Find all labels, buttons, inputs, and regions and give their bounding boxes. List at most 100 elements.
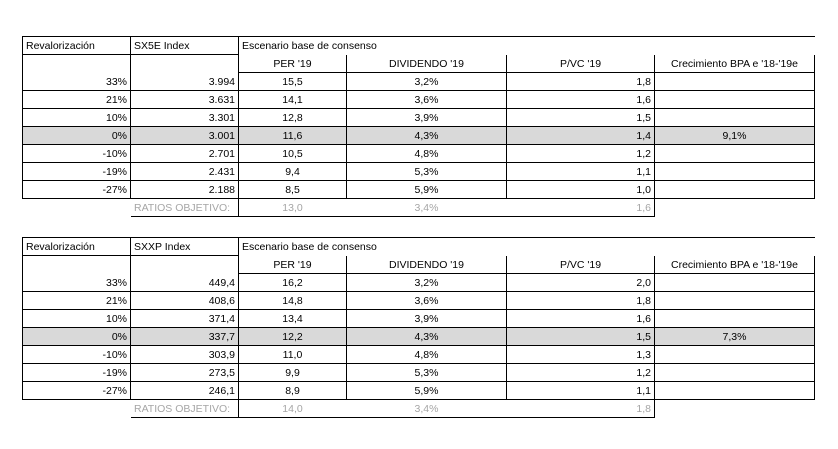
cell-growth xyxy=(654,273,815,292)
ratios-dividend: 3,4% xyxy=(346,399,507,418)
cell-index: 246,1 xyxy=(130,381,239,400)
cell-index: 3.994 xyxy=(130,72,239,91)
cell-index: 273,5 xyxy=(130,363,239,382)
cell-dividend: 5,3% xyxy=(346,363,507,382)
cell-index: 3.001 xyxy=(130,126,239,145)
cell-pvc: 1,8 xyxy=(506,291,655,310)
header-index: SXXP Index xyxy=(130,237,239,256)
table-row: 10% 3.301 12,8 3,9% 1,5 xyxy=(22,108,815,127)
cell-index: 449,4 xyxy=(130,273,239,292)
cell-dividend: 3,6% xyxy=(346,291,507,310)
cell-index: 408,6 xyxy=(130,291,239,310)
cell-growth: 7,3% xyxy=(654,327,815,346)
table-row: -10% 303,9 11,0 4,8% 1,3 xyxy=(22,345,815,364)
cell-revalorizacion: -27% xyxy=(22,180,131,199)
table-row: 0% 337,7 12,2 4,3% 1,5 7,3% xyxy=(22,327,815,346)
cell-index: 303,9 xyxy=(130,345,239,364)
cell-revalorizacion: 33% xyxy=(22,72,131,91)
header-empty xyxy=(654,237,815,256)
cell-growth xyxy=(654,345,815,364)
table-row: 0% 3.001 11,6 4,3% 1,4 9,1% xyxy=(22,126,815,145)
cell-dividend: 3,6% xyxy=(346,90,507,109)
cell-index: 3.301 xyxy=(130,108,239,127)
cell-per: 9,9 xyxy=(238,363,347,382)
cell-pvc: 1,3 xyxy=(506,345,655,364)
header-revalorizacion: Revalorización xyxy=(22,237,131,256)
ratios-empty xyxy=(23,199,131,217)
cell-pvc: 1,8 xyxy=(506,72,655,91)
header-per: PER '19 xyxy=(238,255,347,274)
cell-dividend: 3,9% xyxy=(346,108,507,127)
header-pvc: P/VC '19 xyxy=(506,54,655,73)
cell-pvc: 1,4 xyxy=(506,126,655,145)
ratios-pvc: 1,8 xyxy=(506,399,655,418)
cell-per: 11,0 xyxy=(238,345,347,364)
valuation-table-sx5e: Revalorización SX5E Index Escenario base… xyxy=(22,36,815,217)
cell-pvc: 1,5 xyxy=(506,327,655,346)
cell-dividend: 4,8% xyxy=(346,345,507,364)
cell-dividend: 5,3% xyxy=(346,162,507,181)
ratios-row: RATIOS OBJETIVO: 14,0 3,4% 1,8 xyxy=(23,399,815,418)
table-row: -19% 273,5 9,9 5,3% 1,2 xyxy=(22,363,815,382)
cell-index: 371,4 xyxy=(130,309,239,328)
cell-revalorizacion: 21% xyxy=(22,291,131,310)
cell-revalorizacion: -19% xyxy=(22,162,131,181)
cell-revalorizacion: 33% xyxy=(22,273,131,292)
cell-per: 12,2 xyxy=(238,327,347,346)
cell-dividend: 5,9% xyxy=(346,381,507,400)
cell-per: 9,4 xyxy=(238,162,347,181)
ratios-label: RATIOS OBJETIVO: xyxy=(130,198,239,217)
table-row: 10% 371,4 13,4 3,9% 1,6 xyxy=(22,309,815,328)
table-row: 21% 3.631 14,1 3,6% 1,6 xyxy=(22,90,815,109)
cell-index: 2.701 xyxy=(130,144,239,163)
cell-revalorizacion: -19% xyxy=(22,363,131,382)
cell-revalorizacion: 10% xyxy=(22,108,131,127)
header-row-sub: PER '19 DIVIDENDO '19 P/VC '19 Crecimien… xyxy=(22,54,815,73)
cell-pvc: 1,6 xyxy=(506,309,655,328)
header-pvc: P/VC '19 xyxy=(506,255,655,274)
header-revalorizacion: Revalorización xyxy=(22,36,131,55)
cell-per: 8,5 xyxy=(238,180,347,199)
cell-pvc: 1,1 xyxy=(506,381,655,400)
ratios-per: 13,0 xyxy=(238,198,347,217)
cell-revalorizacion: -27% xyxy=(22,381,131,400)
header-scenario: Escenario base de consenso xyxy=(238,237,655,256)
valuation-table-sxxp: Revalorización SXXP Index Escenario base… xyxy=(22,237,815,418)
cell-index: 3.631 xyxy=(130,90,239,109)
cell-revalorizacion: 21% xyxy=(22,90,131,109)
cell-growth: 9,1% xyxy=(654,126,815,145)
header-per: PER '19 xyxy=(238,54,347,73)
table-row: 21% 408,6 14,8 3,6% 1,8 xyxy=(22,291,815,310)
table-row: -10% 2.701 10,5 4,8% 1,2 xyxy=(22,144,815,163)
header-dividend: DIVIDENDO '19 xyxy=(346,54,507,73)
cell-revalorizacion: -10% xyxy=(22,144,131,163)
cell-dividend: 5,9% xyxy=(346,180,507,199)
cell-growth xyxy=(654,72,815,91)
header-row-sub: PER '19 DIVIDENDO '19 P/VC '19 Crecimien… xyxy=(22,255,815,274)
cell-dividend: 3,2% xyxy=(346,273,507,292)
cell-per: 14,8 xyxy=(238,291,347,310)
ratios-label: RATIOS OBJETIVO: xyxy=(130,399,239,418)
cell-pvc: 1,6 xyxy=(506,90,655,109)
cell-dividend: 4,8% xyxy=(346,144,507,163)
cell-pvc: 1,1 xyxy=(506,162,655,181)
ratios-row: RATIOS OBJETIVO: 13,0 3,4% 1,6 xyxy=(23,198,815,217)
ratios-per: 14,0 xyxy=(238,399,347,418)
cell-growth xyxy=(654,363,815,382)
cell-per: 12,8 xyxy=(238,108,347,127)
header-index: SX5E Index xyxy=(130,36,239,55)
cell-growth xyxy=(654,90,815,109)
cell-pvc: 1,2 xyxy=(506,144,655,163)
cell-growth xyxy=(654,291,815,310)
cell-per: 10,5 xyxy=(238,144,347,163)
cell-pvc: 2,0 xyxy=(506,273,655,292)
cell-dividend: 3,9% xyxy=(346,309,507,328)
header-growth: Crecimiento BPA e '18-'19e xyxy=(654,54,815,73)
cell-revalorizacion: 10% xyxy=(22,309,131,328)
cell-pvc: 1,0 xyxy=(506,180,655,199)
table-row: -19% 2.431 9,4 5,3% 1,1 xyxy=(22,162,815,181)
cell-per: 15,5 xyxy=(238,72,347,91)
ratios-empty xyxy=(23,400,131,418)
cell-growth xyxy=(654,144,815,163)
header-growth: Crecimiento BPA e '18-'19e xyxy=(654,255,815,274)
